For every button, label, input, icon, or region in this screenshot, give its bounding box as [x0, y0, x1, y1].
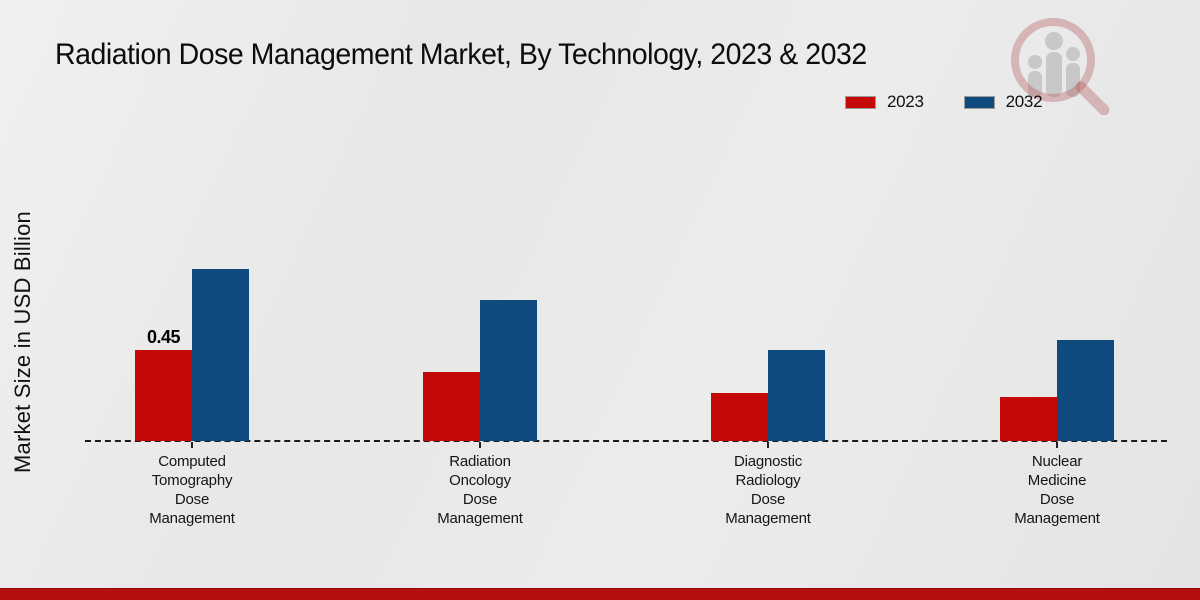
category-label: Radiation Oncology Dose Management	[437, 453, 523, 527]
legend-item-2023: 2023	[845, 92, 924, 112]
x-axis-tick	[191, 442, 193, 448]
legend-swatch-2032	[963, 95, 995, 109]
bar-2023-group2	[423, 372, 480, 441]
magnifier-logo-watermark	[1011, 18, 1110, 115]
bar-2032-group1	[192, 269, 249, 441]
category-label: Nuclear Medicine Dose Management	[1014, 453, 1100, 527]
legend-swatch-2023	[845, 95, 876, 109]
bar-2032-group2	[480, 300, 537, 441]
bar-2023-group1	[135, 350, 192, 441]
x-axis-tick	[1056, 442, 1058, 448]
x-axis-tick	[767, 442, 769, 448]
legend-label-2032: 2032	[1005, 92, 1043, 111]
bar-2032-group4	[1057, 340, 1114, 441]
legend-label-2023: 2023	[887, 92, 924, 111]
chart-title: Radiation Dose Management Market, By Tec…	[55, 38, 867, 71]
category-label: Diagnostic Radiology Dose Management	[725, 453, 811, 527]
footer-accent-band	[0, 588, 1200, 600]
bar-2023-group3	[711, 393, 768, 441]
x-axis-baseline	[85, 440, 1167, 442]
x-axis-tick	[479, 442, 481, 448]
bar-value-label: 0.45	[146, 327, 181, 347]
legend-item-2032: 2032	[963, 92, 1043, 112]
bar-2032-group3	[768, 350, 825, 441]
category-label: Computed Tomography Dose Management	[149, 453, 235, 527]
bar-2023-group4	[1000, 397, 1057, 441]
legend: 2023 2032	[845, 92, 1043, 112]
